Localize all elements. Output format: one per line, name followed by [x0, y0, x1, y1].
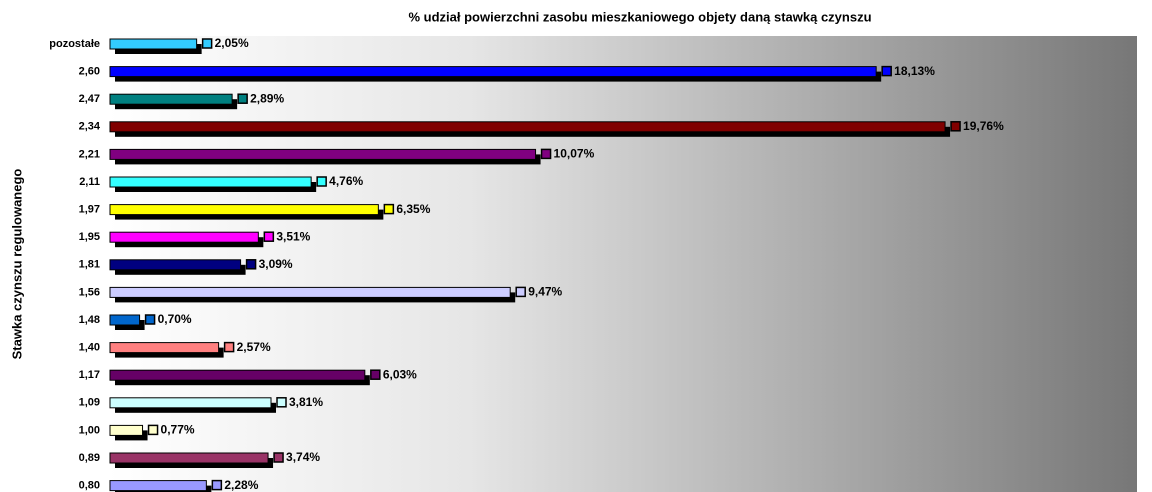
data-label: 3,81%	[289, 395, 323, 409]
y-tick-label: 1,97	[79, 204, 100, 216]
y-tick-label: 2,11	[79, 176, 100, 188]
y-axis-label: Stawka czynszu regulowanego	[9, 169, 24, 360]
bar	[109, 424, 144, 436]
y-tick-label: 1,48	[79, 314, 100, 326]
label-key	[276, 397, 287, 408]
label-key	[950, 121, 961, 132]
data-label: 9,47%	[528, 285, 562, 299]
data-label: 6,35%	[396, 202, 430, 216]
bar	[109, 397, 272, 409]
bar	[109, 286, 511, 298]
label-key	[201, 38, 213, 49]
bar	[109, 259, 242, 271]
label-key	[370, 369, 381, 380]
data-label: 2,28%	[224, 478, 258, 492]
bar	[109, 231, 259, 243]
bar	[109, 66, 877, 78]
data-label: 3,51%	[276, 229, 310, 243]
bar	[109, 148, 537, 160]
bar	[109, 204, 379, 216]
label-key	[263, 231, 275, 242]
bar	[109, 452, 269, 464]
bar	[109, 38, 198, 50]
y-tick-label: 1,00	[79, 424, 100, 436]
data-label: 0,77%	[161, 423, 195, 437]
label-key	[245, 259, 257, 270]
data-label: 4,76%	[329, 174, 363, 188]
bar	[109, 480, 207, 492]
y-tick-label: 2,34	[79, 121, 101, 133]
y-tick-label: 1,81	[79, 259, 100, 271]
bar	[109, 342, 220, 354]
y-tick-label: 2,21	[79, 148, 100, 160]
label-key	[881, 65, 892, 77]
bar	[109, 314, 141, 326]
y-tick-label: 1,40	[79, 342, 100, 354]
bar	[109, 121, 946, 133]
label-key	[211, 479, 223, 491]
label-key	[237, 93, 248, 104]
data-label: 0,70%	[158, 312, 192, 326]
plot-area	[108, 36, 1137, 492]
data-label: 19,76%	[963, 119, 1004, 133]
label-key	[144, 314, 156, 325]
y-tick-label: 1,95	[79, 231, 100, 243]
data-label: 2,05%	[215, 36, 249, 50]
data-label: 2,89%	[250, 91, 284, 105]
data-label: 2,57%	[237, 340, 271, 354]
bar	[109, 93, 233, 105]
bar	[109, 369, 366, 381]
y-tick-label: 2,47	[79, 93, 100, 105]
data-label: 18,13%	[894, 64, 935, 78]
data-label: 10,07%	[554, 147, 595, 161]
y-tick-label: 0,80	[79, 480, 100, 492]
y-tick-label: 2,60	[79, 66, 100, 78]
label-key	[383, 203, 395, 215]
bar	[109, 176, 312, 188]
y-tick-label: pozostałe	[49, 38, 100, 50]
label-key	[540, 148, 552, 160]
data-label: 3,09%	[259, 257, 293, 271]
y-tick-label: 0,89	[79, 452, 100, 464]
y-tick-label: 1,56	[79, 286, 100, 298]
y-tick-label: 1,09	[79, 397, 100, 409]
chart-title: % udział powierzchni zasobu mieszkaniowe…	[408, 9, 871, 24]
label-key	[273, 452, 284, 463]
data-label: 6,03%	[383, 367, 417, 381]
label-key	[515, 286, 526, 298]
label-key	[316, 176, 327, 187]
data-label: 3,74%	[286, 450, 320, 464]
label-key	[147, 424, 159, 436]
y-tick-label: 1,17	[79, 369, 100, 381]
label-key	[223, 341, 235, 353]
